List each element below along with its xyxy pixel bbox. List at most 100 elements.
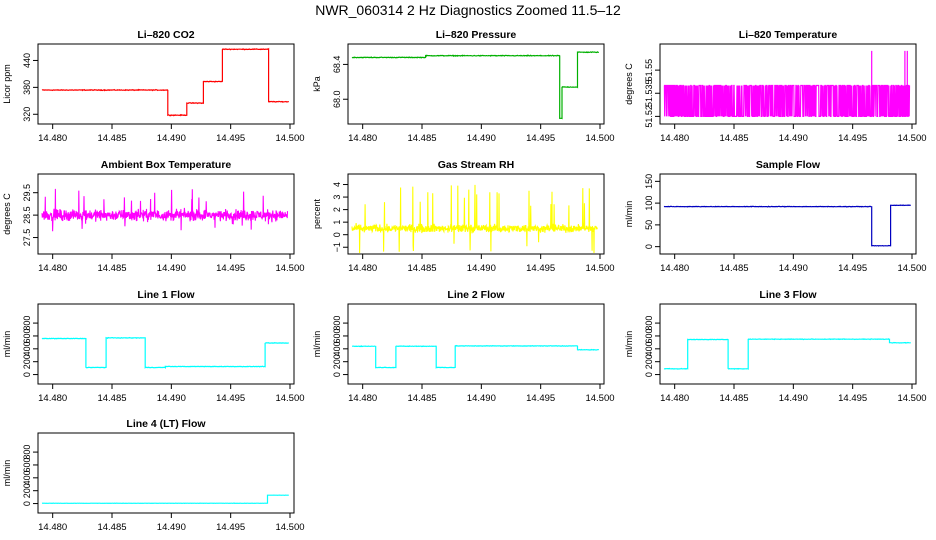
x-tick-label: 14.495 [526, 133, 555, 144]
x-tick-label: 14.480 [348, 393, 377, 404]
y-tick-label: 51.535 [644, 79, 654, 107]
plot-frame [37, 173, 295, 255]
x-tick-label: 14.490 [467, 133, 496, 144]
plot-frame [659, 303, 917, 385]
y-tick-label: 68.4 [332, 56, 342, 74]
series-line [41, 47, 289, 117]
x-tick-label: 14.480 [38, 522, 67, 533]
x-tick-label: 14.485 [719, 133, 748, 144]
x-tick-label: 14.485 [97, 393, 126, 404]
chart-title: Li–820 Temperature [739, 29, 838, 41]
x-tick-label: 14.500 [585, 263, 614, 274]
y-tick-label: 800 [22, 445, 32, 460]
chart-panel: Sample Flow ml/min 14.480 14.485 14.490 14.49… [624, 159, 927, 274]
y-axis-label: ml/min [2, 331, 12, 358]
series-line [663, 50, 911, 117]
x-tick-label: 14.490 [467, 393, 496, 404]
y-axis-label: degrees C [624, 63, 634, 105]
x-tick-label: 14.485 [407, 263, 436, 274]
x-tick-label: 14.500 [275, 263, 304, 274]
plot-frame [659, 173, 917, 255]
series-line [41, 336, 289, 369]
y-tick-label: 400 [644, 341, 654, 356]
chart-panel: Line 3 Flow ml/min 14.480 14.485 14.490 14.49… [624, 289, 927, 404]
y-tick-label: 3 [332, 195, 342, 200]
y-tick-label: 400 [332, 341, 342, 356]
y-tick-label: 200 [22, 354, 32, 369]
series-line [351, 51, 600, 120]
y-tick-label: 800 [22, 316, 32, 331]
y-tick-label: 320 [22, 107, 32, 122]
x-tick-label: 14.490 [779, 263, 808, 274]
x-tick-label: 14.480 [348, 133, 377, 144]
chart-panel: Line 1 Flow ml/min 14.480 14.485 14.490 14.49… [2, 289, 305, 404]
y-axis-label: ml/min [624, 331, 634, 358]
chart-panel: Li–820 Pressure kPa 14.480 14.485 14.490 14.4… [312, 29, 615, 144]
series-line [663, 338, 912, 370]
x-tick-label: 14.500 [275, 133, 304, 144]
plot-frame [347, 303, 605, 385]
y-tick-label: 800 [644, 316, 654, 331]
x-tick-label: 14.485 [719, 393, 748, 404]
x-tick-label: 14.480 [660, 393, 689, 404]
y-axis-label: ml/min [2, 460, 12, 487]
x-tick-label: 14.490 [467, 263, 496, 274]
chart-panel: Line 4 (LT) Flow ml/min 14.480 14.485 14.490… [2, 418, 305, 533]
x-tick-label: 14.495 [216, 393, 245, 404]
x-tick-label: 14.495 [526, 263, 555, 274]
y-tick-label: 800 [332, 316, 342, 331]
x-tick-label: 14.495 [216, 522, 245, 533]
y-tick-label: 51.52 [644, 105, 654, 128]
y-tick-label: 600 [332, 328, 342, 343]
y-tick-label: 400 [22, 341, 32, 356]
x-tick-label: 14.485 [97, 133, 126, 144]
chart-title: Ambient Box Temperature [101, 159, 232, 171]
chart-title: Line 4 (LT) Flow [126, 418, 206, 430]
plot-frame [659, 43, 917, 125]
y-tick-label: 51.55 [644, 59, 654, 82]
y-tick-label: 0 [22, 501, 32, 506]
y-tick-label: 200 [644, 354, 654, 369]
x-tick-label: 14.485 [407, 133, 436, 144]
plot-frame [37, 303, 295, 385]
chart-panel: Li–820 Temperature degrees C 14.480 14.485 1… [624, 29, 927, 144]
y-tick-label: 4 [332, 182, 342, 187]
x-tick-label: 14.490 [157, 393, 186, 404]
y-axis-label: degrees C [2, 193, 12, 235]
y-tick-label: 29.5 [22, 184, 32, 202]
series-line [663, 204, 911, 247]
y-tick-label: 150 [644, 174, 654, 189]
x-tick-label: 14.500 [585, 133, 614, 144]
y-tick-label: 28.5 [22, 206, 32, 224]
y-tick-label: 0 [22, 372, 32, 377]
chart-panel: Ambient Box Temperature degrees C 14.480 14… [2, 159, 305, 274]
x-tick-label: 14.500 [897, 133, 926, 144]
x-tick-label: 14.495 [216, 133, 245, 144]
y-tick-label: 0 [644, 372, 654, 377]
x-tick-label: 14.490 [157, 522, 186, 533]
series-line [351, 184, 598, 253]
x-tick-label: 14.500 [897, 263, 926, 274]
plot-frame [347, 43, 605, 125]
x-tick-label: 14.500 [275, 522, 304, 533]
y-axis-label: ml/min [312, 331, 322, 358]
chart-panel: Li–820 CO2 Licor ppm 14.480 14.485 14.490 14.… [2, 29, 305, 144]
x-tick-label: 14.480 [38, 263, 67, 274]
y-tick-label: 600 [644, 328, 654, 343]
y-tick-label: 380 [22, 80, 32, 95]
x-tick-label: 14.500 [275, 393, 304, 404]
x-tick-label: 14.495 [216, 263, 245, 274]
x-tick-label: 14.480 [38, 133, 67, 144]
chart-title: Li–820 CO2 [137, 29, 194, 41]
x-tick-label: 14.490 [157, 133, 186, 144]
x-tick-label: 14.495 [838, 133, 867, 144]
series-line [352, 344, 600, 369]
plot-frame [347, 173, 605, 255]
y-tick-label: 0 [332, 232, 342, 237]
figure-title: NWR_060314 2 Hz Diagnostics Zoomed 11.5–… [315, 2, 621, 18]
y-tick-label: 0 [644, 244, 654, 249]
y-tick-label: 50 [644, 220, 654, 230]
x-tick-label: 14.495 [838, 263, 867, 274]
